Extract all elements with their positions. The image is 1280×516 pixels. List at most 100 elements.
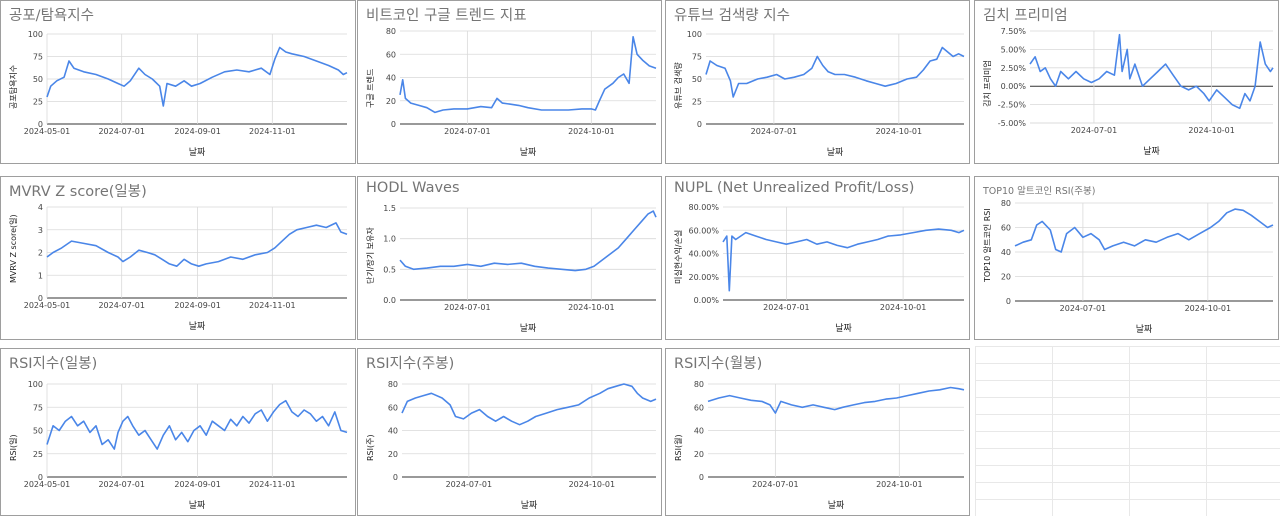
x-tick-label: 2024-10-01 bbox=[1188, 126, 1235, 135]
x-axis-title: 날짜 bbox=[1143, 147, 1160, 157]
y-tick-label: 50 bbox=[33, 427, 43, 436]
x-axis-title: 날짜 bbox=[835, 324, 852, 334]
x-tick-label: 2024-05-01 bbox=[24, 127, 71, 136]
x-axis-title: 날짜 bbox=[188, 148, 206, 158]
y-axis-title: MVRV Z score(일) bbox=[9, 213, 18, 283]
x-tick-label: 2024-05-01 bbox=[24, 301, 71, 310]
y-tick-label: 40 bbox=[694, 427, 704, 436]
y-axis-title: RSI(주) bbox=[366, 433, 375, 461]
y-tick-label: 20 bbox=[1001, 273, 1011, 282]
y-tick-label: 80 bbox=[1001, 199, 1011, 208]
x-tick-label: 2024-07-01 bbox=[1060, 304, 1107, 313]
y-tick-label: 1.5 bbox=[383, 204, 396, 213]
chart-plot: -5.00% -2.50% 0.00% 2.50% 5.00% 7.50% 2024-07-… bbox=[998, 27, 1274, 135]
y-tick-label: 0 bbox=[391, 120, 396, 129]
x-tick-label: 2024-11-01 bbox=[249, 301, 296, 310]
chart-panel[interactable]: NUPL (Net Unrealized Profit/Loss) 0.00% 20… bbox=[665, 176, 970, 340]
x-tick-label: 2024-07-01 bbox=[98, 301, 145, 310]
y-axis-title: 미실현수익/손실 bbox=[674, 229, 683, 284]
series-line bbox=[401, 383, 657, 426]
chart-panel[interactable]: TOP10 알트코인 RSI(주봉) 0 20 40 60 80 2024-07-01 202… bbox=[974, 176, 1279, 340]
y-axis-title: 김치 프리미엄 bbox=[983, 60, 992, 107]
y-tick-label: 80.00% bbox=[688, 203, 719, 212]
y-tick-label: 25 bbox=[33, 450, 43, 459]
x-tick-label: 2024-10-01 bbox=[876, 480, 923, 489]
chart-panel[interactable]: 비트코인 구글 트렌드 지표 0 20 40 60 80 2024-07-01 2024-10… bbox=[357, 0, 662, 164]
y-axis-title: RSI(월) bbox=[674, 433, 683, 461]
y-tick-label: 100 bbox=[28, 380, 43, 389]
x-axis-title: 날짜 bbox=[188, 501, 206, 511]
y-tick-label: 0 bbox=[697, 120, 702, 129]
x-axis-title: 날짜 bbox=[188, 322, 206, 332]
y-tick-label: 20 bbox=[386, 97, 396, 106]
y-axis-title: 공포탐욕지수 bbox=[9, 64, 18, 109]
x-tick-label: 2024-11-01 bbox=[249, 480, 296, 489]
y-tick-label: 40.00% bbox=[688, 250, 719, 259]
y-tick-label: 40 bbox=[1001, 248, 1011, 257]
spreadsheet-grid-background bbox=[975, 346, 1280, 516]
x-tick-label: 2024-07-01 bbox=[446, 480, 493, 489]
chart-panel[interactable]: 공포/탐욕지수 0 25 50 75 100 2024-05-01 2024-07-01 202… bbox=[0, 0, 356, 164]
y-tick-label: 0 bbox=[38, 120, 43, 129]
y-tick-label: 60 bbox=[1001, 224, 1011, 233]
y-tick-label: 2.50% bbox=[1001, 64, 1027, 73]
y-tick-label: 100 bbox=[687, 30, 702, 39]
y-tick-label: 0.00% bbox=[1001, 82, 1027, 91]
x-axis-title: 날짜 bbox=[827, 501, 845, 511]
chart-title: TOP10 알트코인 RSI(주봉) bbox=[983, 186, 1096, 197]
chart-plot: 0 20 40 60 80 2024-07-01 2024-10-01 bbox=[386, 27, 657, 136]
chart-plot: 0.0 0.5 1.0 1.5 2024-07-01 2024-10-01 bbox=[383, 204, 657, 312]
chart-plot: 0 25 50 75 100 2024-05-01 2024-07-01 2024-09-01… bbox=[24, 30, 348, 136]
chart-title: 유튜브 검색량 지수 bbox=[674, 8, 790, 24]
y-tick-label: 20.00% bbox=[688, 273, 719, 282]
x-tick-label: 2024-09-01 bbox=[174, 301, 221, 310]
y-axis-title: 유튜브 검색량 bbox=[674, 62, 683, 109]
x-tick-label: 2024-07-01 bbox=[763, 303, 810, 312]
chart-panel[interactable]: 김치 프리미엄 -5.00% -2.50% 0.00% 2.50% 5.00% 7.50% 2… bbox=[974, 0, 1279, 164]
series-line bbox=[399, 36, 657, 114]
y-tick-label: 50 bbox=[692, 75, 702, 84]
chart-panel[interactable]: RSI지수(주봉) 0 20 40 60 80 2024-07-01 2024-10-01 날짜… bbox=[357, 348, 662, 516]
y-tick-label: 4 bbox=[38, 203, 43, 212]
series-line bbox=[705, 46, 965, 98]
series-line bbox=[1014, 208, 1274, 253]
chart-title: 공포/탐욕지수 bbox=[9, 8, 94, 24]
y-axis-title: RSI(일) bbox=[9, 433, 18, 461]
chart-plot: 0.00% 20.00% 40.00% 60.00% 80.00% 2024-07-01 2… bbox=[688, 203, 965, 312]
x-tick-label: 2024-10-01 bbox=[880, 303, 927, 312]
y-axis-title: 단기/장기 보유자 bbox=[366, 227, 375, 284]
y-tick-label: 25 bbox=[33, 98, 43, 107]
x-tick-label: 2024-05-01 bbox=[24, 480, 71, 489]
y-tick-label: 3 bbox=[38, 226, 43, 235]
y-tick-label: 5.00% bbox=[1001, 45, 1027, 54]
y-tick-label: 40 bbox=[386, 74, 396, 83]
chart-plot: 0 25 50 75 100 2024-05-01 2024-07-01 2024-09-01… bbox=[24, 380, 348, 489]
y-tick-label: 0 bbox=[1006, 297, 1011, 306]
chart-panel[interactable]: RSI지수(일봉) 0 25 50 75 100 2024-05-01 2024-07-01 2… bbox=[0, 348, 356, 516]
y-axis-title: TOP10 알트코인 RSI bbox=[983, 208, 992, 282]
chart-plot: 0 20 40 60 80 2024-07-01 2024-10-01 bbox=[1001, 199, 1274, 313]
y-tick-label: 80 bbox=[388, 380, 398, 389]
y-tick-label: -2.50% bbox=[998, 101, 1027, 110]
chart-plot: 0 1 2 3 4 2024-05-01 2024-07-01 2024-09-01 2024-… bbox=[24, 203, 348, 310]
chart-title: RSI지수(주봉) bbox=[366, 356, 455, 372]
chart-panel[interactable]: 유튜브 검색량 지수 0 25 50 75 100 2024-07-01 2024-10-01… bbox=[665, 0, 970, 164]
chart-panel[interactable]: RSI지수(월봉) 0 20 40 60 80 2024-07-01 2024-10-01 날짜… bbox=[665, 348, 970, 516]
y-tick-label: 0 bbox=[699, 473, 704, 482]
x-axis-title: 날짜 bbox=[826, 148, 844, 158]
x-tick-label: 2024-10-01 bbox=[568, 303, 615, 312]
chart-panel[interactable]: MVRV Z score(일봉) 0 1 2 3 4 2024-05-01 2024-07-0… bbox=[0, 176, 356, 340]
x-axis-title: 날짜 bbox=[520, 501, 538, 511]
chart-title: RSI지수(일봉) bbox=[9, 356, 98, 372]
x-tick-label: 2024-10-01 bbox=[568, 127, 615, 136]
y-tick-label: 80 bbox=[694, 380, 704, 389]
y-tick-label: 0.00% bbox=[694, 296, 720, 305]
chart-title: 김치 프리미엄 bbox=[983, 8, 1068, 24]
y-tick-label: 60 bbox=[388, 403, 398, 412]
x-tick-label: 2024-07-01 bbox=[751, 127, 798, 136]
y-tick-label: 60 bbox=[694, 403, 704, 412]
x-axis-title: 날짜 bbox=[519, 324, 537, 334]
series-line bbox=[46, 46, 348, 107]
chart-panel[interactable]: HODL Waves 0.0 0.5 1.0 1.5 2024-07-01 2024-10-… bbox=[357, 176, 662, 340]
x-tick-label: 2024-09-01 bbox=[174, 480, 221, 489]
